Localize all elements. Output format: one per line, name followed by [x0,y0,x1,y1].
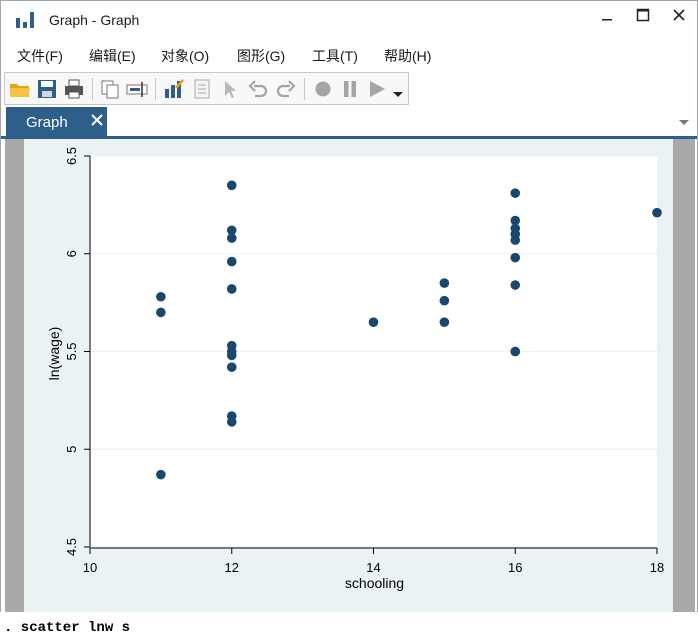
scatter-point [226,256,237,267]
scatter-point [439,278,450,288]
undo-icon [248,80,268,98]
y-tick-label: 5.5 [64,342,79,360]
minimize-icon [602,19,612,21]
print-button[interactable] [62,77,86,101]
menu-help[interactable]: 帮助(H) [384,48,432,64]
command-output: . scatter lnw s [0,612,698,641]
copy-icon [101,80,119,99]
close-icon [673,9,685,21]
print-icon [65,79,83,99]
play-dropdown-button[interactable] [390,77,406,101]
scatter-point [226,180,237,191]
minimize-button[interactable] [593,7,621,33]
play-icon [370,81,385,97]
redo-icon [276,80,296,98]
tab-graph[interactable]: Graph [6,107,107,136]
save-icon [38,80,56,98]
menu-tools[interactable]: 工具(T) [312,48,358,64]
scatter-point [156,291,166,302]
x-axis-title: schooling [345,575,404,591]
scatter-point [226,233,237,243]
scatter-point [510,346,521,357]
y-tick-label: 6.5 [64,147,79,165]
toolbar-separator [92,78,93,100]
scatter-point [226,284,237,294]
scatter-point [368,317,379,327]
pointer-button[interactable] [218,77,242,101]
chevron-down-icon [679,120,689,125]
menu-graph[interactable]: 图形(G) [237,48,286,64]
x-tick-label: 18 [650,560,664,575]
x-tick-label: 12 [225,560,239,575]
title-bar[interactable]: Graph - Graph [1,1,697,39]
y-tick-label: 5 [64,446,79,453]
menu-edit[interactable]: 编辑(E) [89,48,136,64]
bar-chart-icon [16,12,34,28]
graph-window: Graph - Graph 文件(F) 编辑(E) 对象(O) 图形(G) 工具… [0,0,698,614]
toolbar-separator [155,78,156,100]
toolbar-separator [304,78,305,100]
dropdown-arrow-icon [393,92,403,97]
graph-editor-button[interactable] [162,77,186,101]
scatter-point [156,469,166,480]
scatter-point [652,207,662,218]
y-axis-title: ln(wage) [46,327,62,381]
scatter-point [226,417,237,427]
scatter-point [510,215,521,226]
record-icon [315,81,331,97]
scatter-point [439,317,450,327]
open-folder-icon [10,84,30,97]
scatter-point [510,188,521,198]
window-title: Graph - Graph [49,12,140,28]
close-button[interactable] [665,7,693,33]
record-button[interactable] [311,77,335,101]
pause-icon [344,81,356,97]
scatter-point [156,307,166,318]
rename-icon [126,82,148,97]
scatter-point [226,225,237,236]
y-tick-label: 4.5 [64,538,79,556]
open-button[interactable] [8,77,32,101]
menu-file[interactable]: 文件(F) [17,48,63,64]
save-button[interactable] [35,77,59,101]
scatter-point [510,235,521,245]
maximize-button[interactable] [629,7,657,33]
properties-button[interactable] [190,77,214,101]
x-tick-label: 16 [508,560,522,575]
tab-close-button[interactable] [90,111,104,132]
graph-canvas: 4.5 5 5.5 6 6.5 10 12 14 16 18 schooling ln(wage) [24,139,673,613]
scatter-point [226,362,237,372]
undo-button[interactable] [246,77,270,101]
play-button[interactable] [365,77,389,101]
maximize-icon [636,8,650,22]
command-text: . scatter lnw s [4,620,131,636]
toolbar [4,72,409,105]
pointer-icon [225,81,236,98]
tab-bar: Graph [1,107,697,139]
y-tick-label: 6 [64,250,79,257]
rename-button[interactable] [125,77,149,101]
tab-label: Graph [26,114,68,131]
x-tick-label: 10 [83,560,97,575]
scatter-point [510,280,521,290]
pause-button[interactable] [338,77,362,101]
scatter-point [510,252,521,263]
scatter-chart: 4.5 5 5.5 6 6.5 10 12 14 16 18 schooling ln(wage) [46,147,664,591]
graph-editor-icon [165,79,184,98]
close-icon [91,114,103,126]
menu-bar: 文件(F) 编辑(E) 对象(O) 图形(G) 工具(T) 帮助(H) [1,41,697,69]
tab-list-button[interactable] [677,115,691,133]
properties-icon [194,79,210,99]
x-tick-label: 14 [366,560,380,575]
redo-button[interactable] [274,77,298,101]
copy-button[interactable] [98,77,122,101]
scatter-point [226,350,237,361]
scatter-point [439,295,450,306]
menu-object[interactable]: 对象(O) [161,48,210,64]
